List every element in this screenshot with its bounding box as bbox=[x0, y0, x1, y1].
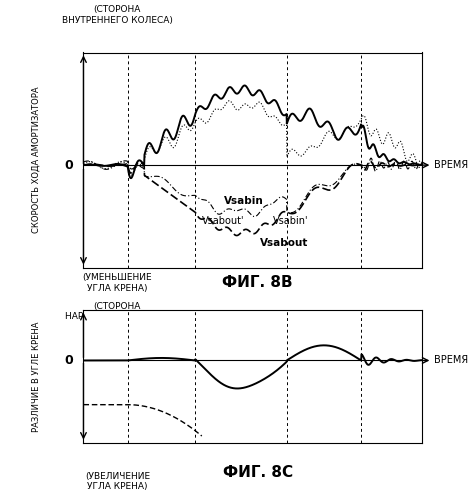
Text: ФИГ. 8В: ФИГ. 8В bbox=[222, 275, 292, 290]
Text: ВРЕМЯ: ВРЕМЯ bbox=[433, 160, 467, 170]
Text: (УВЕЛИЧЕНИЕ
УГЛА КРЕНА): (УВЕЛИЧЕНИЕ УГЛА КРЕНА) bbox=[85, 472, 149, 491]
Text: 0: 0 bbox=[64, 354, 73, 367]
Text: Vsabout': Vsabout' bbox=[202, 216, 244, 226]
Text: СКОРОСТЬ ХОДА АМОРТИЗАТОРА: СКОРОСТЬ ХОДА АМОРТИЗАТОРА bbox=[31, 86, 40, 234]
Text: t2: t2 bbox=[189, 396, 200, 406]
Text: (СТОРОНА
ВНУТРЕННЕГО КОЛЕСА): (СТОРОНА ВНУТРЕННЕГО КОЛЕСА) bbox=[62, 5, 172, 24]
Text: РАЗЛИЧИЕ В УГЛЕ КРЕНА: РАЗЛИЧИЕ В УГЛЕ КРЕНА bbox=[31, 321, 40, 432]
Text: t4: t4 bbox=[355, 396, 366, 406]
Text: 0: 0 bbox=[64, 158, 73, 172]
Text: ФИГ. 8С: ФИГ. 8С bbox=[222, 465, 292, 480]
Text: t3: t3 bbox=[280, 396, 292, 406]
Text: (СТОРОНА
НАРУЖНОГО КОЛЕСА): (СТОРОНА НАРУЖНОГО КОЛЕСА) bbox=[65, 302, 169, 322]
Text: Vsabout: Vsabout bbox=[259, 238, 307, 248]
Text: Vsabin: Vsabin bbox=[224, 196, 263, 206]
Text: ВРЕМЯ: ВРЕМЯ bbox=[433, 356, 467, 366]
Text: (УМЕНЬШЕНИЕ
УГЛА КРЕНА): (УМЕНЬШЕНИЕ УГЛА КРЕНА) bbox=[82, 274, 152, 293]
Text: Vsabin': Vsabin' bbox=[273, 216, 308, 226]
Text: t1: t1 bbox=[121, 396, 133, 406]
